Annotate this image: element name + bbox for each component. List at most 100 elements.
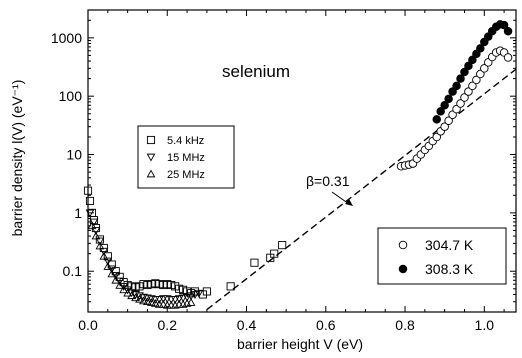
triangle-down-point (170, 295, 180, 304)
triangle-up-point (99, 251, 109, 260)
triangle-down-point (103, 257, 113, 266)
circle-open-point (444, 116, 453, 125)
circle-filled-point (432, 115, 441, 124)
x-axis-label: barrier height V (eV) (237, 336, 363, 352)
y-tick-label: 1 (74, 205, 82, 221)
legend-label: 15 MHz (167, 152, 205, 164)
circle-open-point (456, 99, 465, 108)
triangle-up-point (123, 288, 132, 297)
triangle-up-point (103, 262, 113, 270)
circle-open-point (460, 93, 469, 102)
square-point (270, 249, 279, 258)
triangle-up-point (151, 298, 160, 307)
square-point (89, 216, 98, 225)
circle-open-point (452, 104, 461, 114)
triangle-up-point (127, 291, 136, 300)
triangle-up-point (143, 297, 152, 306)
legend-temperature-box (377, 227, 507, 285)
plot-area (83, 20, 517, 311)
beta-arrow-line (331, 191, 350, 205)
triangle-down-point (174, 295, 184, 304)
circle-open-point (476, 69, 485, 79)
plot-frame (87, 9, 517, 313)
ticks: 0.0 0.2 0.4 0.6 0.8 1.0 0.1 1 10 100 1000 (51, 9, 516, 333)
legend-label: 304.7 K (425, 237, 474, 253)
legend-marker-circle-open (398, 240, 408, 250)
x-tick-label: 0.6 (316, 317, 336, 333)
triangle-up-point (115, 280, 125, 289)
triangle-up-point (139, 296, 148, 305)
triangle-down-point (85, 209, 95, 218)
triangle-up-point (87, 221, 97, 230)
triangle-up-point (186, 298, 196, 306)
circle-filled-point (444, 94, 453, 104)
triangle-up-point (111, 275, 121, 284)
triangle-down-point (99, 247, 109, 256)
triangle-down-point (95, 237, 105, 246)
axes (87, 9, 517, 313)
square-point (85, 196, 95, 206)
x-tick-label: 1.0 (475, 317, 495, 333)
circle-open-point (464, 87, 473, 96)
square-point (103, 252, 112, 261)
circle-filled-point (452, 81, 461, 91)
triangle-up-point (147, 298, 156, 306)
circle-filled-point (499, 20, 509, 30)
y-axis-label: barrier density l(V) (eV⁻¹) (9, 80, 25, 237)
triangle-up-point (135, 294, 144, 303)
circle-filled-point (464, 61, 473, 71)
circle-filled-point (448, 87, 457, 96)
square-point (83, 186, 93, 195)
circle-open-point (468, 81, 477, 91)
circle-filled-point (460, 67, 469, 77)
triangle-up-point (131, 293, 140, 302)
circle-open-point (440, 122, 449, 131)
legend-marker-circle-filled (398, 264, 408, 274)
circle-open-point (448, 110, 457, 120)
y-tick-label: 10 (66, 147, 82, 163)
triangle-up-point (107, 269, 117, 278)
circle-filled-point (456, 74, 465, 83)
square-point (226, 282, 235, 291)
triangle-up-point (158, 299, 168, 308)
circle-filled-point (476, 44, 485, 53)
triangle-down-point (186, 292, 196, 301)
square-point (250, 258, 259, 267)
triangle-down-point (91, 227, 101, 235)
circle-open-point (503, 53, 513, 62)
circle-filled-point (436, 107, 445, 116)
circle-filled-point (503, 26, 513, 36)
square-point (278, 241, 287, 250)
circle-open-point (480, 64, 489, 73)
triangle-up-point (91, 231, 101, 240)
y-tick-label: 1000 (51, 30, 82, 46)
circle-open-point (472, 75, 481, 85)
triangle-down-point (182, 293, 192, 302)
legend-label: 25 MHz (167, 169, 205, 181)
triangle-down-point (154, 295, 164, 304)
triangle-up-point (95, 241, 105, 250)
x-tick-label: 0.8 (395, 317, 415, 333)
beta-arrow-head (345, 199, 353, 206)
legend-marker-square (146, 135, 156, 145)
legend-marker-triangle-down (146, 153, 156, 162)
beta-annotation: β=0.31 (306, 173, 350, 189)
x-tick-label: 0.0 (78, 317, 98, 333)
circle-open-point (432, 132, 441, 142)
legend-marker-triangle-up (146, 169, 156, 178)
sample-annotation: selenium (222, 62, 290, 81)
triangle-down-point (178, 294, 188, 303)
circle-filled-point (440, 100, 449, 110)
y-tick-label: 100 (59, 88, 83, 104)
triangle-down-point (111, 272, 121, 280)
triangle-down-point (190, 291, 200, 299)
triangle-down-point (194, 289, 204, 298)
legend-temperature: 304.7 K 308.3 K (377, 227, 507, 285)
x-tick-label: 0.2 (158, 317, 178, 333)
x-tick-label: 0.4 (237, 317, 257, 333)
legend-label: 5.4 kHz (167, 135, 204, 147)
triangle-up-point (119, 285, 129, 294)
legend-frequency: 5.4 kHz 15 MHz 25 MHz (137, 125, 235, 189)
circle-filled-point (468, 55, 477, 65)
